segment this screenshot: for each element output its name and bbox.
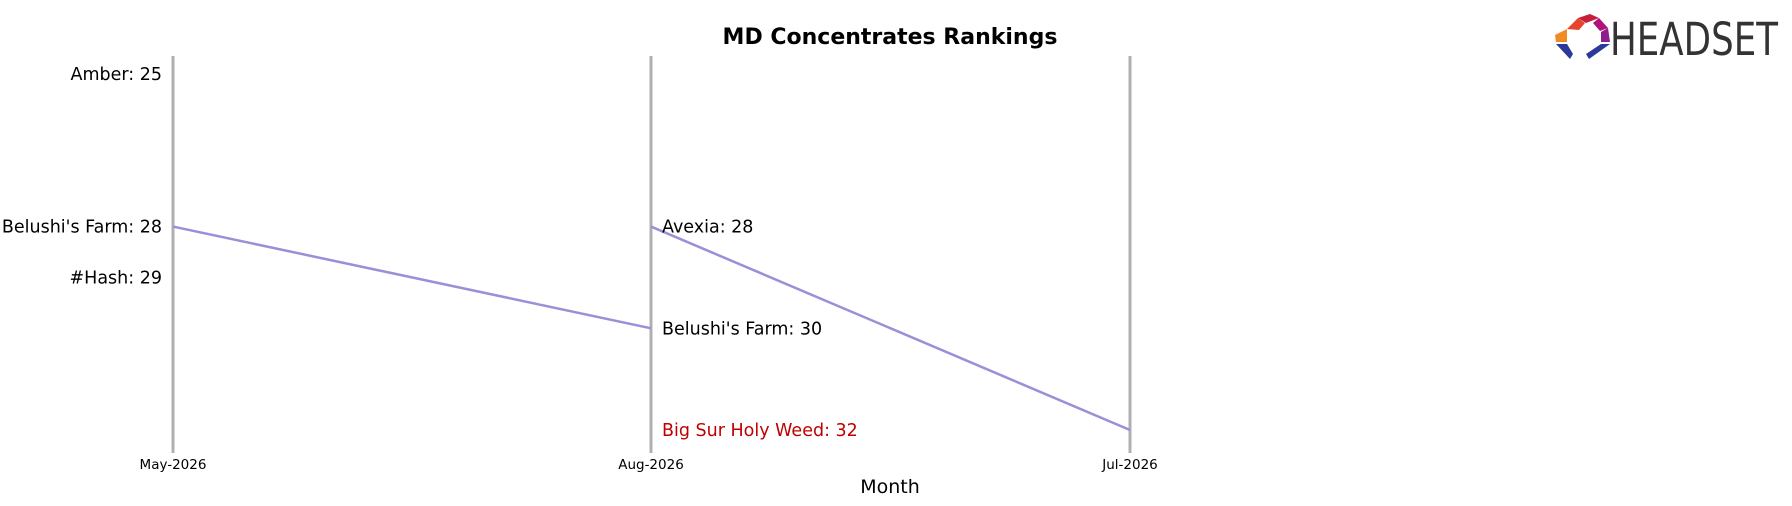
headset-logo-mark (1555, 14, 1610, 59)
headset-logo-wordmark: HEADSET (1610, 13, 1778, 66)
series-line-belushi-s-farm (172, 225, 652, 330)
series-line-avexia (650, 225, 1131, 432)
rank-label-belushi-s-farm-30: Belushi's Farm: 30 (662, 319, 822, 339)
rank-label-belushi-s-farm-28: Belushi's Farm: 28 (2, 218, 162, 238)
rank-label-big-sur-holy-weed-32: Big Sur Holy Weed: 32 (662, 421, 858, 441)
x-tick-label-aug-2026: Aug-2026 (618, 457, 684, 473)
x-tick-label-jul-2026: Jul-2026 (1101, 457, 1158, 473)
x-tick-label-may-2026: May-2026 (140, 457, 207, 473)
rank-label-avexia-28: Avexia: 28 (662, 218, 753, 238)
month-axis-lines (171, 56, 1132, 453)
x-tick-labels: May-2026 Aug-2026 Jul-2026 (140, 457, 1158, 473)
x-axis-label: Month (860, 476, 920, 498)
series-lines (172, 225, 1131, 432)
headset-logo: HEADSET (1555, 13, 1778, 66)
rank-label-amber-25: Amber: 25 (70, 65, 162, 85)
rank-label-hash-29: #Hash: 29 (70, 268, 162, 288)
chart-title: MD Concentrates Rankings (723, 25, 1058, 50)
rank-labels: Amber: 25 Belushi's Farm: 28 #Hash: 29 Avex… (2, 65, 858, 441)
